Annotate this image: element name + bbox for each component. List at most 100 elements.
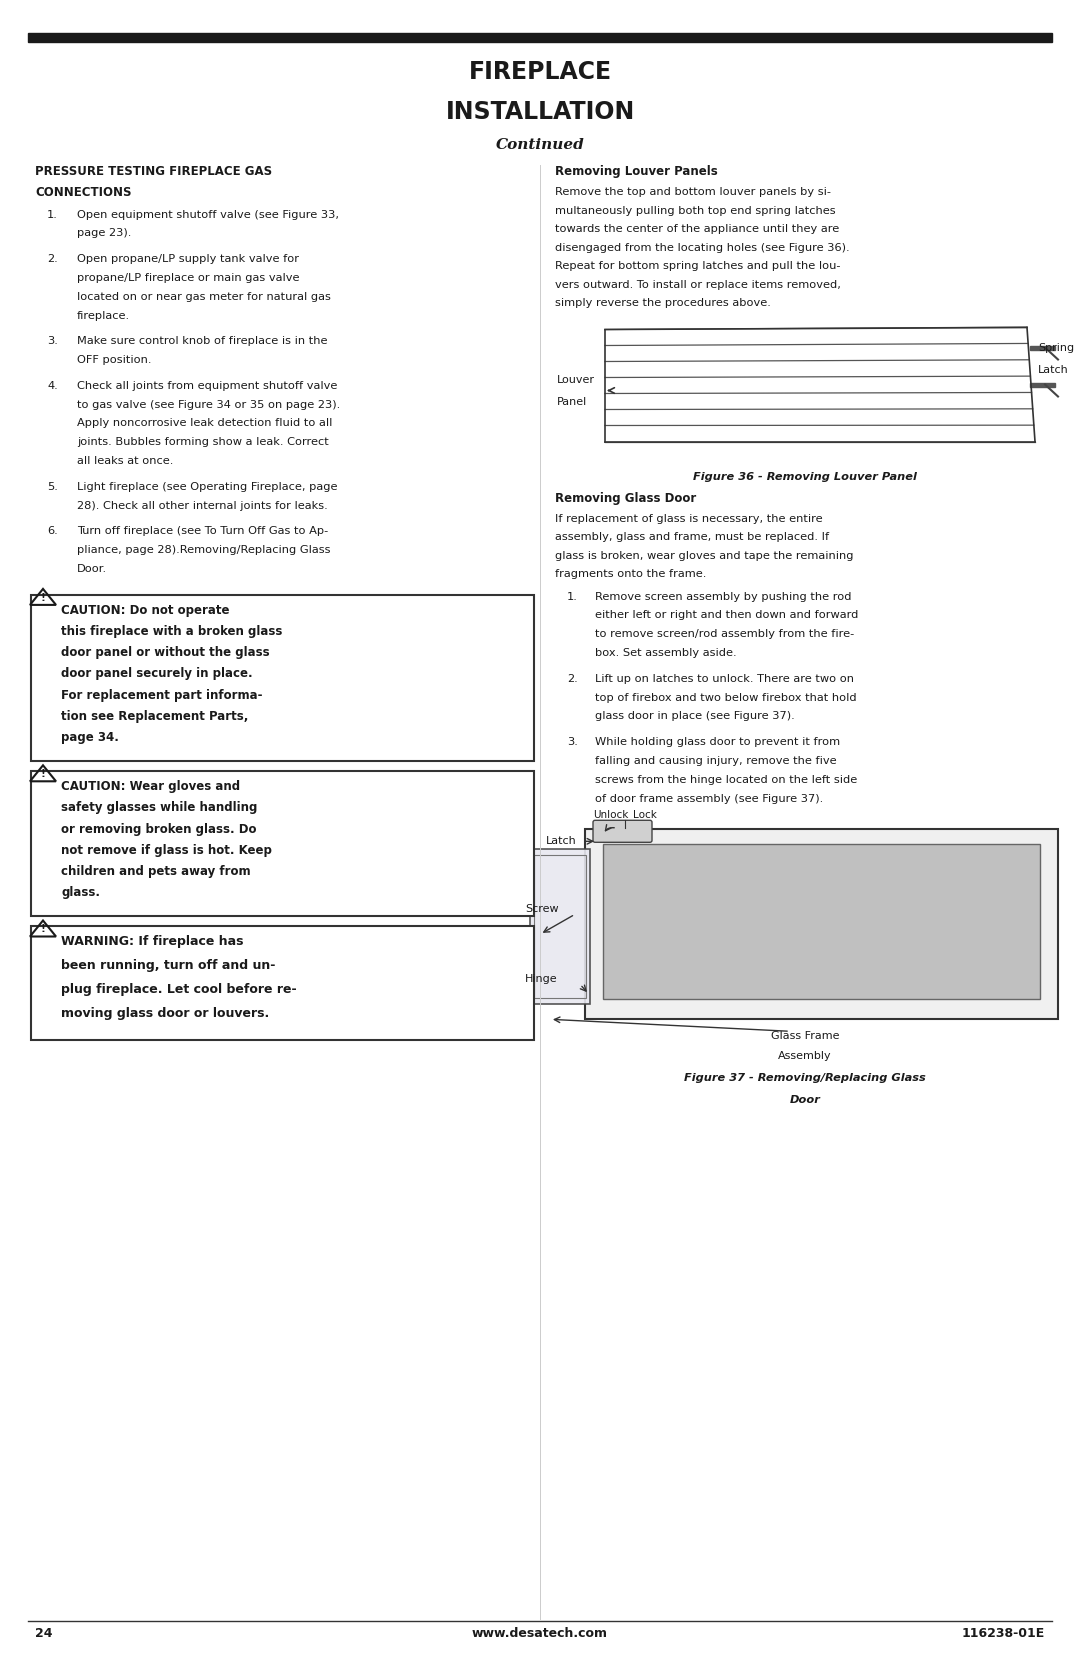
Text: Remove screen assembly by pushing the rod: Remove screen assembly by pushing the ro… xyxy=(595,591,851,601)
Text: towards the center of the appliance until they are: towards the center of the appliance unti… xyxy=(555,224,839,234)
Text: 3.: 3. xyxy=(567,738,578,748)
Text: Check all joints from equipment shutoff valve: Check all joints from equipment shutoff … xyxy=(77,381,337,391)
Text: Assembly: Assembly xyxy=(779,1051,832,1061)
Text: top of firebox and two below firebox that hold: top of firebox and two below firebox tha… xyxy=(595,693,856,703)
Text: Latch: Latch xyxy=(1038,364,1069,374)
Text: 1.: 1. xyxy=(48,210,58,220)
Bar xyxy=(534,855,586,998)
Text: assembly, glass and frame, must be replaced. If: assembly, glass and frame, must be repla… xyxy=(555,532,829,542)
Text: Figure 37 - Removing/Replacing Glass: Figure 37 - Removing/Replacing Glass xyxy=(684,1073,926,1083)
Text: Remove the top and bottom louver panels by si-: Remove the top and bottom louver panels … xyxy=(555,187,831,197)
FancyBboxPatch shape xyxy=(593,819,652,843)
Text: Unlock: Unlock xyxy=(593,811,629,819)
Text: OFF position.: OFF position. xyxy=(77,355,151,366)
Text: FIREPLACE: FIREPLACE xyxy=(469,60,611,83)
FancyBboxPatch shape xyxy=(31,926,534,1040)
Text: Hinge: Hinge xyxy=(525,975,557,985)
Text: glass is broken, wear gloves and tape the remaining: glass is broken, wear gloves and tape th… xyxy=(555,551,853,561)
Text: If replacement of glass is necessary, the entire: If replacement of glass is necessary, th… xyxy=(555,514,823,524)
Text: 28). Check all other internal joints for leaks.: 28). Check all other internal joints for… xyxy=(77,501,327,511)
Text: children and pets away from: children and pets away from xyxy=(60,865,251,878)
Text: Glass Frame: Glass Frame xyxy=(771,1031,839,1041)
Text: 4.: 4. xyxy=(48,381,57,391)
Text: moving glass door or louvers.: moving glass door or louvers. xyxy=(60,1008,269,1020)
Text: of door frame assembly (see Figure 37).: of door frame assembly (see Figure 37). xyxy=(595,793,823,803)
Text: this fireplace with a broken glass: this fireplace with a broken glass xyxy=(60,626,282,638)
Text: door panel securely in place.: door panel securely in place. xyxy=(60,668,253,681)
Text: Continued: Continued xyxy=(496,139,584,152)
Text: page 34.: page 34. xyxy=(60,731,119,744)
Text: PRESSURE TESTING FIREPLACE GAS: PRESSURE TESTING FIREPLACE GAS xyxy=(35,165,272,179)
Text: 24: 24 xyxy=(35,1627,53,1641)
Text: page 23).: page 23). xyxy=(77,229,132,239)
Text: CONNECTIONS: CONNECTIONS xyxy=(35,185,132,199)
Text: Door: Door xyxy=(789,1095,821,1105)
Text: Apply noncorrosive leak detection fluid to all: Apply noncorrosive leak detection fluid … xyxy=(77,419,333,429)
Text: 5.: 5. xyxy=(48,482,58,492)
Text: to remove screen/rod assembly from the fire-: to remove screen/rod assembly from the f… xyxy=(595,629,854,639)
Text: propane/LP fireplace or main gas valve: propane/LP fireplace or main gas valve xyxy=(77,274,299,284)
Text: joints. Bubbles forming show a leak. Correct: joints. Bubbles forming show a leak. Cor… xyxy=(77,437,328,447)
Text: tion see Replacement Parts,: tion see Replacement Parts, xyxy=(60,709,248,723)
Text: Open propane/LP supply tank valve for: Open propane/LP supply tank valve for xyxy=(77,254,299,264)
FancyArrow shape xyxy=(1030,382,1055,387)
Text: falling and causing injury, remove the five: falling and causing injury, remove the f… xyxy=(595,756,837,766)
Text: Light fireplace (see Operating Fireplace, page: Light fireplace (see Operating Fireplace… xyxy=(77,482,337,492)
Text: disengaged from the locating holes (see Figure 36).: disengaged from the locating holes (see … xyxy=(555,242,850,252)
Text: 2.: 2. xyxy=(48,254,57,264)
Text: Door.: Door. xyxy=(77,564,107,574)
Text: !: ! xyxy=(41,769,45,779)
Text: While holding glass door to prevent it from: While holding glass door to prevent it f… xyxy=(595,738,840,748)
Text: vers outward. To install or replace items removed,: vers outward. To install or replace item… xyxy=(555,279,841,289)
Text: not remove if glass is hot. Keep: not remove if glass is hot. Keep xyxy=(60,845,272,856)
Text: box. Set assembly aside.: box. Set assembly aside. xyxy=(595,648,737,658)
Text: !: ! xyxy=(41,925,45,935)
Text: pliance, page 28).Removing/Replacing Glass: pliance, page 28).Removing/Replacing Gla… xyxy=(77,546,330,556)
Text: multaneously pulling both top end spring latches: multaneously pulling both top end spring… xyxy=(555,205,836,215)
FancyBboxPatch shape xyxy=(31,771,534,916)
Bar xyxy=(585,829,1058,1020)
Text: Lock: Lock xyxy=(633,811,657,819)
Text: Removing Glass Door: Removing Glass Door xyxy=(555,491,697,504)
Text: glass door in place (see Figure 37).: glass door in place (see Figure 37). xyxy=(595,711,795,721)
Text: 2.: 2. xyxy=(567,674,578,684)
FancyBboxPatch shape xyxy=(31,594,534,761)
Text: Louver: Louver xyxy=(557,374,595,384)
Text: glass.: glass. xyxy=(60,886,100,900)
Text: been running, turn off and un-: been running, turn off and un- xyxy=(60,960,275,973)
Text: Open equipment shutoff valve (see Figure 33,: Open equipment shutoff valve (see Figure… xyxy=(77,210,339,220)
Text: For replacement part informa-: For replacement part informa- xyxy=(60,689,262,701)
Bar xyxy=(530,850,590,1005)
Text: www.desatech.com: www.desatech.com xyxy=(472,1627,608,1641)
Bar xyxy=(28,33,1052,42)
Text: 116238-01E: 116238-01E xyxy=(962,1627,1045,1641)
Text: safety glasses while handling: safety glasses while handling xyxy=(60,801,257,814)
Text: fragments onto the frame.: fragments onto the frame. xyxy=(555,569,706,579)
Text: or removing broken glass. Do: or removing broken glass. Do xyxy=(60,823,257,836)
Text: !: ! xyxy=(41,592,45,603)
Text: Spring: Spring xyxy=(1038,342,1075,352)
Text: Removing Louver Panels: Removing Louver Panels xyxy=(555,165,718,179)
Text: CAUTION: Wear gloves and: CAUTION: Wear gloves and xyxy=(60,781,240,793)
Text: door panel or without the glass: door panel or without the glass xyxy=(60,646,270,659)
Text: fireplace.: fireplace. xyxy=(77,310,130,320)
FancyArrow shape xyxy=(1030,345,1055,349)
Text: either left or right and then down and forward: either left or right and then down and f… xyxy=(595,611,859,621)
Text: screws from the hinge located on the left side: screws from the hinge located on the lef… xyxy=(595,774,858,784)
Text: all leaks at once.: all leaks at once. xyxy=(77,456,174,466)
Text: Latch: Latch xyxy=(546,836,577,846)
Text: Lift up on latches to unlock. There are two on: Lift up on latches to unlock. There are … xyxy=(595,674,854,684)
Text: located on or near gas meter for natural gas: located on or near gas meter for natural… xyxy=(77,292,330,302)
Text: Repeat for bottom spring latches and pull the lou-: Repeat for bottom spring latches and pul… xyxy=(555,260,840,270)
Text: 3.: 3. xyxy=(48,335,58,345)
Text: Turn off fireplace (see To Turn Off Gas to Ap-: Turn off fireplace (see To Turn Off Gas … xyxy=(77,526,328,536)
Bar xyxy=(603,845,1040,1000)
Text: Screw: Screw xyxy=(525,905,558,915)
Text: Panel: Panel xyxy=(557,397,588,407)
Text: Figure 36 - Removing Louver Panel: Figure 36 - Removing Louver Panel xyxy=(693,472,917,481)
Text: Make sure control knob of fireplace is in the: Make sure control knob of fireplace is i… xyxy=(77,335,327,345)
Text: WARNING: If fireplace has: WARNING: If fireplace has xyxy=(60,936,243,948)
Text: plug fireplace. Let cool before re-: plug fireplace. Let cool before re- xyxy=(60,983,297,996)
Text: INSTALLATION: INSTALLATION xyxy=(445,100,635,124)
Text: 1.: 1. xyxy=(567,591,578,601)
